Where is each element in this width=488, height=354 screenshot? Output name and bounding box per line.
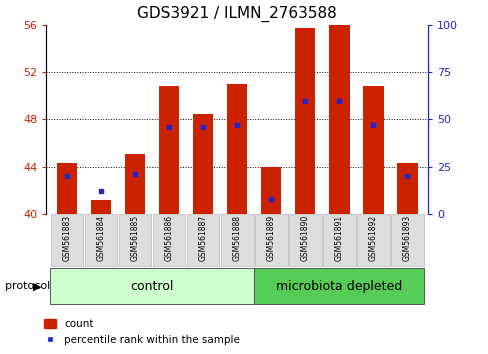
Bar — [192, 114, 213, 214]
FancyBboxPatch shape — [186, 214, 219, 266]
Text: GSM561889: GSM561889 — [266, 215, 275, 261]
FancyBboxPatch shape — [152, 214, 185, 266]
Text: GSM561892: GSM561892 — [368, 215, 377, 261]
Bar — [294, 28, 315, 214]
Text: GSM561893: GSM561893 — [402, 215, 411, 261]
Text: GSM561883: GSM561883 — [62, 215, 71, 261]
FancyBboxPatch shape — [119, 214, 151, 266]
FancyBboxPatch shape — [288, 214, 321, 266]
Bar — [57, 163, 77, 214]
Text: protocol: protocol — [5, 281, 50, 291]
Title: GDS3921 / ILMN_2763588: GDS3921 / ILMN_2763588 — [137, 6, 336, 22]
Bar — [328, 25, 349, 214]
FancyBboxPatch shape — [322, 214, 355, 266]
Text: GSM561886: GSM561886 — [164, 215, 173, 261]
Bar — [226, 84, 247, 214]
Bar — [363, 86, 383, 214]
Text: GSM561887: GSM561887 — [198, 215, 207, 261]
FancyBboxPatch shape — [50, 268, 254, 304]
Text: GSM561890: GSM561890 — [300, 215, 309, 261]
Text: GSM561884: GSM561884 — [96, 215, 105, 261]
Text: control: control — [130, 280, 173, 293]
Text: GSM561888: GSM561888 — [232, 215, 241, 261]
Legend: count, percentile rank within the sample: count, percentile rank within the sample — [40, 315, 244, 349]
FancyBboxPatch shape — [390, 214, 423, 266]
FancyBboxPatch shape — [254, 268, 424, 304]
FancyBboxPatch shape — [50, 214, 83, 266]
Text: GSM561885: GSM561885 — [130, 215, 139, 261]
FancyBboxPatch shape — [221, 214, 253, 266]
FancyBboxPatch shape — [254, 214, 287, 266]
Bar — [124, 154, 145, 214]
FancyBboxPatch shape — [356, 214, 389, 266]
Text: GSM561891: GSM561891 — [334, 215, 343, 261]
Text: ▶: ▶ — [33, 281, 42, 291]
Text: microbiota depleted: microbiota depleted — [276, 280, 402, 293]
Bar — [91, 200, 111, 214]
Bar — [396, 163, 417, 214]
FancyBboxPatch shape — [84, 214, 117, 266]
Bar — [261, 167, 281, 214]
Bar — [159, 86, 179, 214]
